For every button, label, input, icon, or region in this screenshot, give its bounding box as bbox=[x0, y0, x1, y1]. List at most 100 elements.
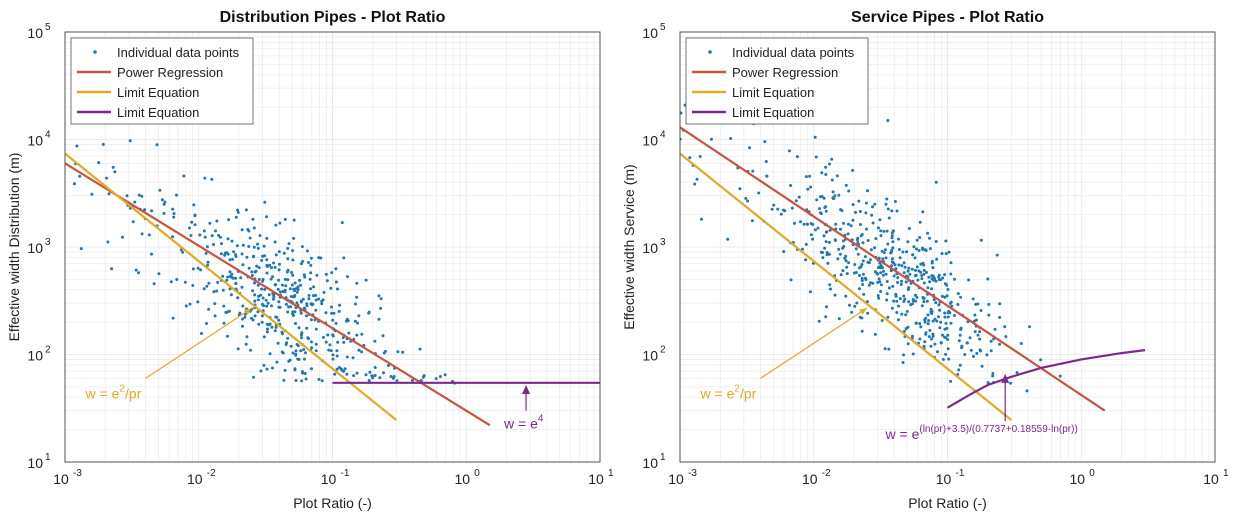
data-point bbox=[241, 263, 245, 267]
data-point bbox=[874, 237, 878, 241]
data-point bbox=[270, 266, 273, 270]
data-point bbox=[783, 209, 787, 213]
data-point bbox=[299, 262, 303, 266]
data-point bbox=[307, 297, 311, 301]
data-point bbox=[908, 272, 912, 276]
data-point bbox=[270, 325, 274, 329]
data-point bbox=[923, 320, 927, 324]
data-point bbox=[799, 220, 802, 224]
data-point bbox=[949, 379, 953, 383]
data-point bbox=[299, 300, 303, 304]
data-point bbox=[250, 274, 254, 277]
data-point bbox=[158, 188, 162, 192]
data-point bbox=[190, 220, 194, 224]
data-point bbox=[946, 333, 950, 337]
data-point bbox=[975, 351, 979, 355]
y-tick-exponent: 2 bbox=[660, 345, 666, 356]
data-point bbox=[351, 356, 355, 360]
data-point bbox=[921, 210, 925, 214]
data-point bbox=[277, 300, 281, 304]
data-point bbox=[891, 240, 895, 244]
data-point bbox=[401, 350, 405, 354]
data-point bbox=[991, 372, 995, 375]
data-point bbox=[860, 276, 864, 280]
data-point bbox=[861, 241, 865, 245]
data-point bbox=[936, 315, 940, 319]
data-point bbox=[200, 332, 203, 335]
annotations: w = e2/pr w = e4 bbox=[85, 307, 544, 432]
data-point bbox=[873, 202, 877, 206]
data-point bbox=[987, 302, 991, 306]
data-point bbox=[150, 252, 153, 256]
data-point bbox=[879, 290, 883, 293]
data-point bbox=[946, 338, 950, 341]
y-tick-label: 10 bbox=[27, 25, 43, 41]
data-point bbox=[939, 341, 943, 345]
data-point bbox=[286, 257, 290, 261]
data-point bbox=[928, 247, 932, 251]
data-point bbox=[219, 252, 223, 256]
data-point bbox=[283, 368, 287, 372]
data-point bbox=[302, 273, 306, 277]
data-point bbox=[280, 350, 284, 354]
data-point bbox=[837, 317, 841, 321]
data-point bbox=[309, 271, 313, 275]
data-point bbox=[282, 251, 286, 255]
data-point bbox=[309, 287, 313, 291]
data-point bbox=[973, 313, 977, 317]
data-point bbox=[221, 288, 225, 292]
data-point bbox=[382, 371, 385, 375]
data-point bbox=[191, 284, 195, 287]
data-point bbox=[121, 235, 124, 239]
data-point bbox=[864, 201, 868, 205]
data-point bbox=[841, 269, 845, 273]
data-point bbox=[844, 183, 848, 187]
data-point bbox=[314, 327, 318, 331]
data-point bbox=[256, 246, 260, 250]
data-point bbox=[305, 314, 308, 318]
data-point bbox=[825, 305, 828, 309]
data-point bbox=[305, 326, 309, 330]
data-point bbox=[300, 333, 303, 337]
data-point bbox=[171, 235, 175, 239]
data-point bbox=[819, 211, 823, 215]
data-point bbox=[907, 286, 911, 290]
data-point bbox=[829, 287, 832, 291]
data-point bbox=[438, 375, 442, 378]
annotation-label: w = e(ln(pr)+3.5)/(0.7737+0.18559·ln(pr)… bbox=[885, 424, 1078, 442]
data-point bbox=[205, 245, 209, 249]
y-axis-label: Effective width Distribution (m) bbox=[6, 153, 22, 342]
data-point bbox=[902, 294, 906, 298]
data-point bbox=[330, 271, 334, 275]
data-point bbox=[925, 270, 928, 274]
data-point bbox=[155, 143, 159, 147]
data-point bbox=[907, 227, 911, 230]
data-point bbox=[968, 336, 972, 340]
power-regression-line bbox=[680, 126, 1106, 412]
data-point bbox=[303, 306, 306, 310]
data-point bbox=[986, 381, 990, 385]
data-point bbox=[263, 200, 267, 204]
data-point bbox=[360, 350, 364, 354]
data-point bbox=[324, 272, 328, 276]
data-point bbox=[247, 266, 251, 270]
data-point bbox=[857, 274, 861, 277]
data-point bbox=[929, 307, 933, 311]
data-point bbox=[915, 295, 919, 299]
data-point bbox=[212, 290, 216, 294]
data-point bbox=[821, 251, 824, 254]
data-point bbox=[331, 353, 335, 357]
data-point bbox=[907, 300, 911, 304]
data-point bbox=[282, 378, 286, 382]
data-point bbox=[770, 207, 774, 211]
data-point bbox=[210, 234, 214, 238]
data-point bbox=[193, 223, 197, 227]
data-point bbox=[893, 263, 897, 267]
data-point bbox=[229, 293, 233, 297]
data-point bbox=[835, 174, 839, 178]
data-point bbox=[241, 317, 244, 321]
data-point bbox=[208, 221, 212, 225]
data-point bbox=[239, 276, 243, 280]
data-point bbox=[259, 369, 263, 373]
data-point bbox=[856, 252, 860, 256]
